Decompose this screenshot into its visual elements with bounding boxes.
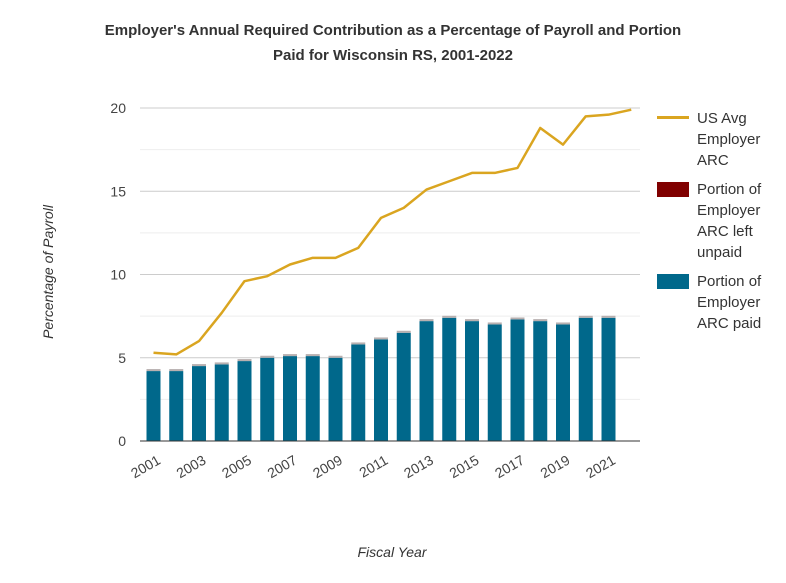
y-tick-label: 15: [110, 183, 126, 199]
bar-arc-unpaid: [169, 369, 184, 372]
bar-arc-paid: [374, 339, 388, 441]
legend-swatch-box: [657, 182, 689, 197]
bar-arc-unpaid: [419, 319, 434, 322]
bar-arc-paid: [192, 366, 206, 441]
legend-label-line: US Avg: [697, 110, 747, 127]
legend-item-unpaid[interactable]: Portion of Employer ARC left unpaid: [657, 179, 782, 263]
y-tick-label: 5: [118, 350, 126, 366]
chart-title-line-2: Paid for Wisconsin RS, 2001-2022: [273, 47, 513, 64]
bar-arc-paid: [237, 361, 252, 441]
bar-arc-paid: [465, 321, 479, 441]
bar-arc-unpaid: [351, 342, 366, 345]
legend-label-line: unpaid: [697, 244, 743, 261]
bar-arc-unpaid: [328, 355, 343, 358]
x-tick-label: 2017: [492, 452, 527, 482]
bar-arc-paid: [510, 319, 525, 441]
legend-label-line: Employer: [697, 202, 761, 219]
bar-arc-paid: [533, 321, 548, 441]
legend-label-line: Employer: [697, 131, 761, 148]
bar-arc-unpaid: [487, 322, 502, 325]
bar-arc-unpaid: [396, 330, 411, 333]
bar-arc-unpaid: [601, 315, 616, 318]
bar-arc-paid: [283, 356, 297, 441]
chart-title: Employer's Annual Required Contribution …: [0, 18, 786, 68]
x-tick-label: 2003: [174, 452, 209, 482]
bar-arc-paid: [146, 371, 161, 441]
legend-label-line: ARC left: [697, 223, 753, 240]
legend-item-paid[interactable]: Portion of Employer ARC paid: [657, 271, 782, 334]
bar-arc-paid: [601, 317, 616, 441]
x-axis-title: Fiscal Year: [357, 544, 427, 560]
x-tick-label: 2005: [219, 452, 254, 482]
bar-arc-unpaid: [214, 362, 229, 365]
bar-arc-paid: [578, 317, 593, 441]
bar-arc-paid: [556, 324, 570, 441]
x-tick-label: 2009: [310, 452, 345, 482]
y-tick-label: 0: [118, 433, 126, 449]
bar-arc-unpaid: [556, 322, 570, 325]
legend-label-line: ARC paid: [697, 315, 762, 332]
bar-arc-paid: [442, 317, 457, 441]
line-us-avg-employer-arc: [153, 108, 632, 356]
x-tick-label: 2019: [538, 452, 573, 482]
x-tick-label: 2021: [583, 452, 618, 482]
x-tick-label: 2015: [447, 452, 482, 482]
legend-swatch-line: [657, 116, 689, 119]
legend-item-us-avg[interactable]: US Avg Employer ARC: [657, 108, 782, 171]
bar-arc-unpaid: [146, 369, 161, 372]
x-tick-label: 2011: [356, 452, 390, 481]
bar-arc-paid: [396, 332, 411, 441]
bar-arc-paid: [328, 357, 343, 441]
bar-arc-paid: [351, 344, 366, 441]
chart-legend: US Avg Employer ARC Portion of Employer …: [657, 108, 782, 342]
chart-title-line-1: Employer's Annual Required Contribution …: [104, 22, 682, 39]
legend-swatch-box: [657, 274, 689, 289]
legend-label-line: Portion of: [697, 181, 762, 198]
bar-arc-paid: [487, 324, 502, 441]
bar-arc-paid: [260, 357, 275, 441]
y-tick-label: 20: [110, 100, 126, 116]
bar-arc-unpaid: [192, 364, 206, 367]
bar-arc-unpaid: [237, 359, 252, 362]
x-tick-label: 2001: [128, 452, 163, 482]
bar-arc-paid: [305, 356, 320, 441]
bar-arc-paid: [419, 321, 434, 441]
bar-arc-paid: [169, 371, 184, 441]
bar-arc-unpaid: [374, 337, 388, 340]
bar-arc-unpaid: [533, 319, 548, 322]
bar-arc-unpaid: [260, 355, 275, 358]
x-tick-label: 2007: [265, 452, 300, 482]
legend-label-line: Employer: [697, 294, 761, 311]
bar-arc-paid: [214, 364, 229, 441]
bar-arc-unpaid: [465, 319, 479, 322]
bar-arc-unpaid: [578, 315, 593, 318]
bar-arc-unpaid: [305, 354, 320, 357]
legend-label-line: Portion of: [697, 273, 762, 290]
y-axis-title: Percentage of Payroll: [40, 205, 56, 339]
x-tick-label: 2013: [401, 452, 436, 482]
bar-arc-unpaid: [442, 315, 457, 318]
bar-arc-unpaid: [510, 317, 525, 320]
bar-arc-unpaid: [283, 354, 297, 357]
y-tick-label: 10: [110, 267, 126, 283]
legend-label-line: ARC: [697, 152, 729, 169]
